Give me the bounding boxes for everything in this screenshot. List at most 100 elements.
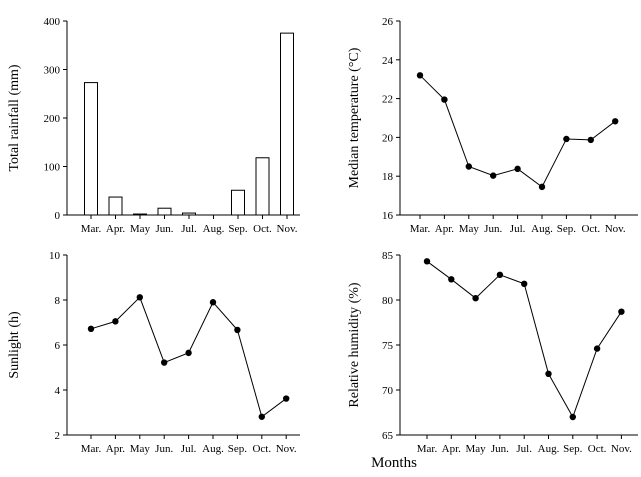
x-tick-label: Mar. bbox=[417, 443, 438, 455]
x-tick-label: Nov. bbox=[605, 223, 626, 235]
data-point bbox=[593, 345, 601, 352]
x-tick-label: May bbox=[130, 223, 151, 235]
y-tick-label: 70 bbox=[382, 385, 394, 397]
x-tick-label: Apr. bbox=[435, 223, 455, 235]
x-tick-label: Apr. bbox=[106, 443, 126, 455]
data-point bbox=[514, 165, 521, 173]
y-axis-label: Sunlight (h) bbox=[7, 311, 22, 379]
bar bbox=[84, 82, 98, 216]
y-tick-label: 22 bbox=[382, 94, 393, 106]
data-point bbox=[538, 183, 546, 191]
data-point bbox=[490, 172, 497, 179]
data-point bbox=[112, 318, 119, 325]
data-point bbox=[465, 163, 472, 170]
y-tick-label: 85 bbox=[382, 250, 394, 262]
y-tick-label: 2 bbox=[55, 430, 61, 442]
data-point bbox=[569, 413, 576, 421]
x-tick-label: Jul. bbox=[510, 223, 526, 235]
y-tick-label: 18 bbox=[382, 171, 394, 183]
y-tick-label: 20 bbox=[382, 132, 394, 144]
bar bbox=[108, 196, 123, 216]
y-axis-label: Total rainfall (mm) bbox=[7, 64, 22, 171]
x-tick-label: Jun. bbox=[491, 443, 509, 455]
data-point bbox=[161, 359, 168, 366]
bar bbox=[133, 213, 147, 216]
data-point bbox=[472, 295, 479, 302]
x-tick-label: May bbox=[130, 443, 151, 455]
y-tick-label: 75 bbox=[382, 340, 394, 352]
x-tick-label: Sep. bbox=[228, 223, 248, 235]
data-point bbox=[587, 136, 594, 144]
panel-3: 2 4 6 8 10 Mar. Apr. May Jun. Jul. Aug. Sep. Oct. Nov… bbox=[7, 250, 300, 455]
x-tick-label: Sep. bbox=[228, 443, 248, 455]
bar bbox=[255, 157, 270, 216]
y-tick-label: 300 bbox=[44, 65, 61, 77]
y-tick-label: 16 bbox=[382, 210, 394, 222]
data-point bbox=[612, 118, 619, 125]
data-point bbox=[618, 308, 625, 315]
x-tick-label: Oct. bbox=[581, 223, 600, 235]
x-tick-label: Nov. bbox=[611, 443, 632, 455]
y-tick-label: 200 bbox=[44, 113, 61, 125]
data-point bbox=[136, 294, 143, 301]
x-tick-label: Mar. bbox=[81, 443, 102, 455]
x-tick-label: May bbox=[466, 443, 487, 455]
y-axis-label: Median temperature (°C) bbox=[347, 47, 362, 188]
x-tick-label: Apr. bbox=[106, 223, 126, 235]
x-tick-label: Aug. bbox=[202, 443, 224, 455]
data-point bbox=[545, 370, 552, 377]
y-tick-label: 24 bbox=[382, 55, 394, 67]
x-tick-label: Aug. bbox=[531, 223, 553, 235]
x-tick-label: Mar. bbox=[81, 223, 102, 235]
panel-1: 0 100 200 300 400 Mar. Apr. May Jun. Jul. Aug. Sep.… bbox=[7, 16, 300, 235]
bar bbox=[182, 212, 196, 216]
data-point bbox=[185, 349, 192, 357]
data-point bbox=[496, 271, 504, 278]
y-tick-label: 80 bbox=[382, 295, 394, 307]
x-tick-label: Nov. bbox=[276, 443, 297, 455]
data-point bbox=[234, 326, 241, 334]
data-point bbox=[209, 299, 217, 306]
x-tick-label: Jun. bbox=[484, 223, 502, 235]
y-tick-label: 6 bbox=[55, 340, 61, 352]
shared-x-axis-label: Months bbox=[371, 455, 417, 471]
x-tick-label: Jun. bbox=[155, 443, 173, 455]
x-tick-label: Sep. bbox=[557, 223, 577, 235]
y-tick-label: 100 bbox=[44, 162, 61, 174]
bar bbox=[280, 32, 294, 216]
bar bbox=[231, 189, 245, 216]
x-tick-label: Nov. bbox=[277, 223, 298, 235]
data-point bbox=[87, 325, 95, 332]
data-point bbox=[563, 135, 570, 143]
y-tick-label: 400 bbox=[44, 16, 61, 28]
data-point bbox=[441, 96, 448, 103]
data-point bbox=[416, 72, 424, 79]
data-point bbox=[423, 258, 431, 265]
x-tick-label: Apr. bbox=[442, 443, 462, 455]
x-tick-label: Oct. bbox=[252, 443, 271, 455]
x-tick-label: Aug. bbox=[203, 223, 225, 235]
series-line bbox=[90, 296, 287, 418]
x-tick-label: Jul. bbox=[181, 443, 197, 455]
data-point bbox=[283, 395, 290, 402]
x-tick-label: May bbox=[459, 223, 480, 235]
data-point bbox=[448, 276, 455, 283]
y-tick-label: 26 bbox=[382, 16, 394, 28]
data-point bbox=[521, 280, 528, 287]
x-tick-label: Jul. bbox=[516, 443, 532, 455]
x-tick-label: Jul. bbox=[181, 223, 197, 235]
panel-4: 65 70 75 80 85 Mar. Apr. May Jun. Jul. Aug. Sep. Oct… bbox=[347, 250, 638, 455]
y-tick-label: 8 bbox=[55, 295, 61, 307]
panel-2: 16 18 20 22 24 26 Mar. Apr. May Jun. Jul. Aug. Sep. O… bbox=[347, 16, 638, 235]
x-tick-label: Oct. bbox=[588, 443, 607, 455]
bar bbox=[157, 207, 172, 216]
y-tick-label: 0 bbox=[55, 210, 61, 222]
x-tick-label: Oct. bbox=[253, 223, 272, 235]
data-point bbox=[258, 413, 265, 420]
x-tick-label: Sep. bbox=[563, 443, 583, 455]
y-tick-label: 10 bbox=[49, 250, 61, 262]
x-tick-label: Jun. bbox=[155, 223, 173, 235]
y-axis-label: Relative humidity (%) bbox=[347, 282, 362, 408]
x-tick-label: Mar. bbox=[410, 223, 431, 235]
